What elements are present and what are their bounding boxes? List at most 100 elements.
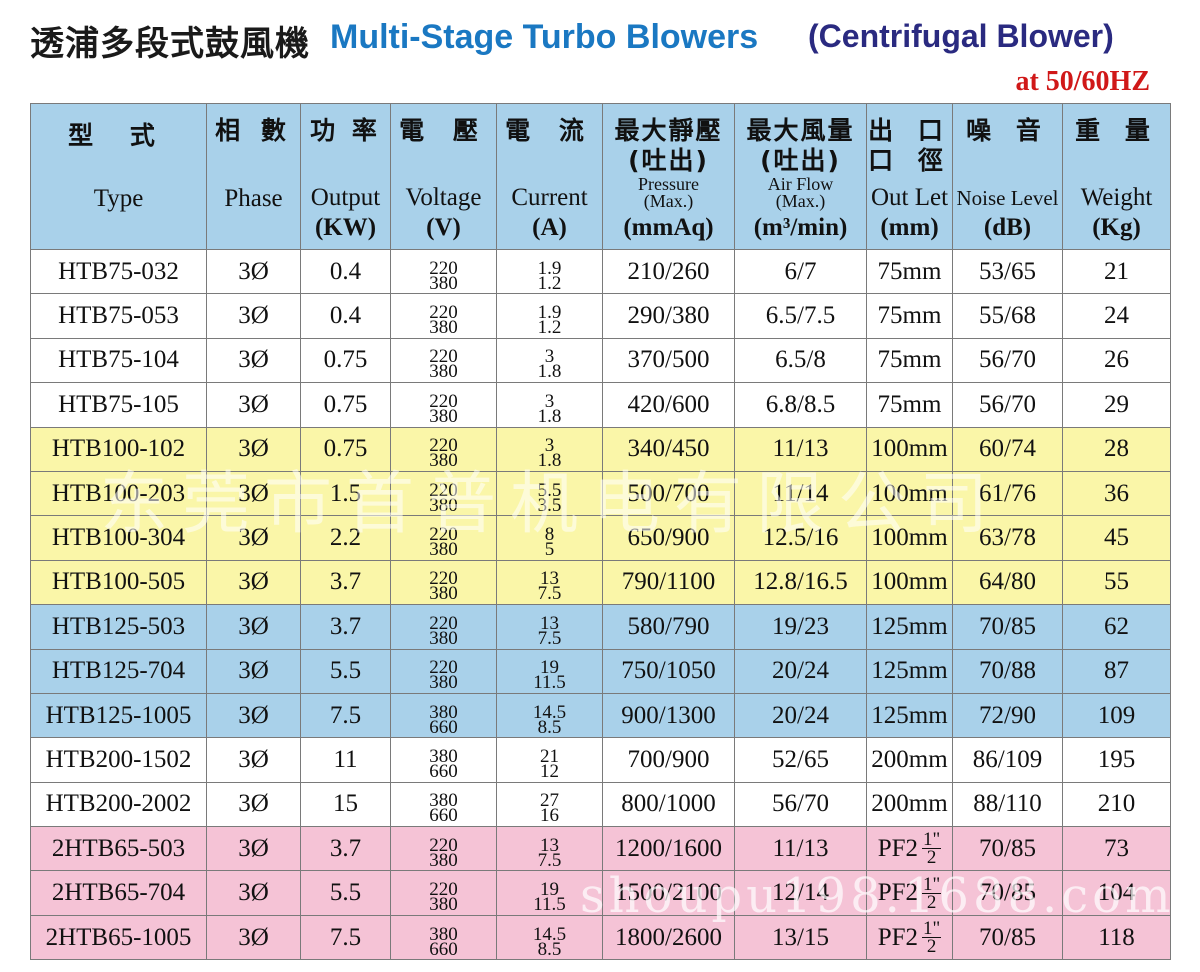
cell-pressure: 580/790 — [602, 604, 735, 650]
header-type: 型 式 Type — [30, 103, 207, 250]
table-row: HTB75-104 3Ø 0.75 220 380 3 1.8 370/500 6.5/8 75m… — [30, 337, 1171, 384]
cell-output: 0.4 — [300, 248, 391, 295]
cell-phase: 3Ø — [206, 648, 301, 694]
cell-phase: 3Ø — [206, 470, 301, 517]
cell-current: 3 1.8 — [496, 382, 603, 428]
cell-noise: 64/80 — [952, 559, 1063, 606]
cell-current: 3 1.8 — [496, 337, 603, 384]
cell-type: HTB75-032 — [30, 248, 207, 295]
cell-airflow: 11/13 — [734, 426, 867, 472]
cell-noise: 70/85 — [952, 826, 1063, 872]
cell-voltage: 220 380 — [390, 293, 497, 339]
table-row: HTB100-304 3Ø 2.2 220 380 8 5 650/900 12.5/16 100… — [30, 515, 1171, 561]
cell-pressure: 750/1050 — [602, 648, 735, 694]
cell-weight: 36 — [1062, 470, 1171, 517]
cell-type: HTB125-704 — [30, 648, 207, 694]
cell-noise: 61/76 — [952, 470, 1063, 517]
cell-output: 2.2 — [300, 515, 391, 561]
cell-voltage: 220 380 — [390, 382, 497, 428]
cell-type: HTB125-503 — [30, 604, 207, 650]
title-row: 透浦多段式鼓風機 Multi-Stage Turbo Blowers (Cent… — [30, 6, 1180, 66]
table-row: 2HTB65-1005 3Ø 7.5 380 660 14.5 8.5 1800/2600 13… — [30, 914, 1171, 961]
frequency-label: at 50/60HZ — [1015, 66, 1150, 97]
cell-current: 5.5 3.5 — [496, 470, 603, 517]
table-row: 2HTB65-503 3Ø 3.7 220 380 13 7.5 1200/1600 11/13… — [30, 826, 1171, 872]
cell-noise: 70/88 — [952, 648, 1063, 694]
cell-pressure: 800/1000 — [602, 781, 735, 828]
cell-output: 3.7 — [300, 604, 391, 650]
cell-output: 11 — [300, 737, 391, 783]
cell-airflow: 19/23 — [734, 604, 867, 650]
cell-type: HTB75-053 — [30, 293, 207, 339]
cell-outlet: 75mm — [866, 248, 953, 295]
cell-current: 19 11.5 — [496, 648, 603, 694]
cell-outlet: 125mm — [866, 692, 953, 739]
cell-phase: 3Ø — [206, 604, 301, 650]
cell-noise: 86/109 — [952, 737, 1063, 783]
cell-output: 3.7 — [300, 559, 391, 606]
cell-voltage: 220 380 — [390, 515, 497, 561]
cell-output: 7.5 — [300, 914, 391, 961]
cell-type: HTB100-505 — [30, 559, 207, 606]
cell-outlet: PF2 1" 2 — [866, 826, 953, 872]
cell-outlet: PF2 1" 2 — [866, 914, 953, 961]
cell-voltage: 220 380 — [390, 248, 497, 295]
cell-noise: 55/68 — [952, 293, 1063, 339]
cell-voltage: 220 380 — [390, 426, 497, 472]
cell-weight: 55 — [1062, 559, 1171, 606]
cell-airflow: 11/13 — [734, 826, 867, 872]
cell-outlet: 100mm — [866, 470, 953, 517]
cell-current: 19 11.5 — [496, 870, 603, 916]
cell-weight: 195 — [1062, 737, 1171, 783]
cell-type: 2HTB65-704 — [30, 870, 207, 916]
cell-phase: 3Ø — [206, 914, 301, 961]
cell-airflow: 6.5/7.5 — [734, 293, 867, 339]
cell-pressure: 900/1300 — [602, 692, 735, 739]
header-noise: 噪 音 Noise Level (dB) — [952, 103, 1063, 250]
cell-current: 13 7.5 — [496, 604, 603, 650]
cell-output: 0.75 — [300, 337, 391, 384]
cell-type: HTB100-102 — [30, 426, 207, 472]
cell-phase: 3Ø — [206, 559, 301, 606]
cell-airflow: 12.5/16 — [734, 515, 867, 561]
cell-noise: 63/78 — [952, 515, 1063, 561]
cell-weight: 24 — [1062, 293, 1171, 339]
cell-outlet: 75mm — [866, 293, 953, 339]
cell-type: HTB100-203 — [30, 470, 207, 517]
cell-output: 0.4 — [300, 293, 391, 339]
table-row: HTB125-503 3Ø 3.7 220 380 13 7.5 580/790 19/23 12… — [30, 604, 1171, 650]
cell-airflow: 6.5/8 — [734, 337, 867, 384]
cell-type: HTB75-104 — [30, 337, 207, 384]
cell-current: 3 1.8 — [496, 426, 603, 472]
cell-airflow: 20/24 — [734, 692, 867, 739]
table-row: 2HTB65-704 3Ø 5.5 220 380 19 11.5 1500/2100 12/1… — [30, 870, 1171, 916]
table-row: HTB100-505 3Ø 3.7 220 380 13 7.5 790/1100 12.8/1… — [30, 559, 1171, 606]
cell-output: 7.5 — [300, 692, 391, 739]
cell-pressure: 700/900 — [602, 737, 735, 783]
cell-current: 14.5 8.5 — [496, 692, 603, 739]
cell-voltage: 380 660 — [390, 737, 497, 783]
header-phase: 相 數 Phase — [206, 103, 301, 250]
cell-pressure: 210/260 — [602, 248, 735, 295]
header-voltage: 電 壓 Voltage (V) — [390, 103, 497, 250]
title-subtitle: (Centrifugal Blower) — [808, 18, 1114, 54]
cell-output: 5.5 — [300, 870, 391, 916]
cell-weight: 28 — [1062, 426, 1171, 472]
table-row: HTB200-2002 3Ø 15 380 660 27 16 800/1000 56/70 20… — [30, 781, 1171, 828]
cell-noise: 70/85 — [952, 870, 1063, 916]
cell-weight: 45 — [1062, 515, 1171, 561]
cell-voltage: 220 380 — [390, 870, 497, 916]
cell-output: 15 — [300, 781, 391, 828]
cell-phase: 3Ø — [206, 692, 301, 739]
cell-weight: 26 — [1062, 337, 1171, 384]
cell-output: 1.5 — [300, 470, 391, 517]
cell-pressure: 420/600 — [602, 382, 735, 428]
cell-outlet: 125mm — [866, 604, 953, 650]
header-row: 型 式 Type 相 數 Phase 功 率 Output (KW) 電 壓 V… — [30, 103, 1171, 250]
cell-outlet: 125mm — [866, 648, 953, 694]
header-pressure: 最大靜壓 (吐出) Pressure (Max.) (mmAq) — [602, 103, 735, 250]
cell-noise: 60/74 — [952, 426, 1063, 472]
table-row: HTB75-053 3Ø 0.4 220 380 1.9 1.2 290/380 6.5/7.5… — [30, 293, 1171, 339]
cell-phase: 3Ø — [206, 248, 301, 295]
